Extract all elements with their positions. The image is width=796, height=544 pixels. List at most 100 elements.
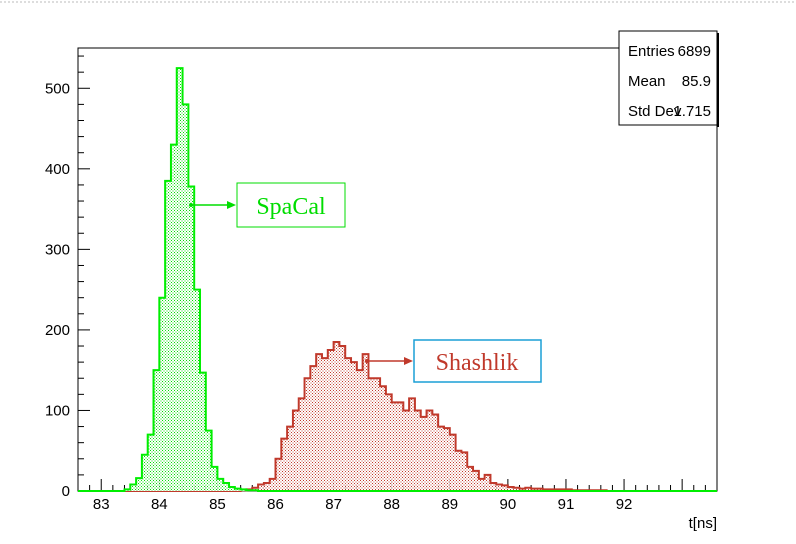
x-tick-label: 88: [383, 496, 400, 513]
shashlik-bin: [420, 416, 427, 491]
shashlik-bin: [531, 488, 537, 491]
spacal-bin: [141, 454, 148, 491]
spacal-bin: [234, 488, 241, 491]
stats-stddev-label: Std Dev: [628, 103, 682, 120]
x-tick-label: 83: [93, 496, 110, 513]
shashlik-bin: [467, 466, 474, 491]
spacal-bin: [159, 297, 166, 491]
shashlik-bin: [292, 410, 299, 491]
stats-entries-label: Entries: [628, 43, 675, 60]
shashlik-bin: [281, 438, 288, 491]
spacal-bin: [223, 482, 230, 491]
y-tick-label: 500: [45, 80, 70, 97]
spacal-bin: [199, 372, 206, 491]
shashlik-bin: [496, 484, 503, 491]
shashlik-bin: [473, 470, 479, 491]
shashlik-bin: [443, 428, 450, 491]
annotation-spacal: SpaCal: [189, 182, 346, 228]
spacal-histogram: [78, 67, 717, 492]
shashlik-outline: [78, 340, 717, 492]
shashlik-bin: [298, 398, 305, 491]
spacal-bin: [229, 486, 235, 491]
histogram-series: [78, 67, 717, 492]
spacal-bin: [188, 186, 195, 491]
shashlik-bin: [426, 410, 433, 491]
x-tick-label: 84: [151, 496, 168, 513]
spacal-bin: [176, 68, 183, 492]
shashlik-bin: [351, 362, 357, 491]
y-tick-label: 400: [45, 161, 70, 178]
spacal-bin: [170, 144, 177, 491]
spacal-bin: [147, 434, 154, 491]
annotation-shashlik: Shashlik: [365, 339, 542, 383]
stats-entries-value: 6899: [678, 43, 711, 60]
spacal-label: SpaCal: [256, 194, 326, 220]
x-tick-label: 87: [325, 496, 342, 513]
spacal-label-box: [236, 182, 346, 228]
spacal-bin: [165, 180, 171, 491]
stats-mean-value: 85.9: [682, 73, 711, 90]
shashlik-arrow-origin: [365, 359, 369, 363]
spacal-bin: [194, 289, 200, 491]
shashlik-bin: [374, 378, 381, 491]
shashlik-bin: [391, 402, 398, 491]
spacal-bin: [217, 478, 224, 491]
stats-box-frame: [618, 30, 718, 126]
shashlik-bin: [356, 370, 363, 491]
shashlik-bin: [304, 378, 311, 491]
spacal-bin: [153, 370, 160, 491]
shashlik-bin: [385, 394, 392, 491]
shashlik-bin: [414, 410, 421, 491]
shashlik-bin: [368, 378, 375, 491]
shashlik-bin: [380, 386, 386, 491]
y-tick-label: 100: [45, 402, 70, 419]
stats-mean-label: Mean: [628, 73, 666, 90]
shashlik-bin: [507, 486, 514, 491]
shashlik-bin: [490, 482, 497, 491]
shashlik-bin: [484, 474, 491, 491]
spacal-bin: [182, 104, 189, 491]
shashlik-bin: [478, 478, 485, 491]
shashlik-bin: [397, 402, 404, 491]
shashlik-bin: [525, 487, 532, 491]
shashlik-bin: [362, 354, 369, 491]
shashlik-bin: [345, 358, 352, 491]
shashlik-label: Shashlik: [436, 350, 519, 376]
shashlik-bin: [449, 434, 456, 491]
y-tick-label: 300: [45, 241, 70, 258]
shashlik-bin: [455, 450, 462, 491]
y-axis-ticks: 0 100 200 300 400 500: [45, 55, 90, 500]
y-tick-label: 0: [62, 483, 70, 500]
shashlik-bin: [403, 410, 410, 491]
shashlik-bin: [333, 341, 340, 491]
spacal-bin: [136, 478, 142, 491]
shashlik-bin: [258, 484, 264, 491]
shashlik-bin: [269, 478, 276, 491]
shashlik-bin: [409, 398, 415, 491]
shashlik-bin: [438, 426, 444, 491]
x-tick-label: 86: [267, 496, 284, 513]
shashlik-bin: [519, 488, 526, 491]
shashlik-histogram: [78, 340, 717, 492]
spacal-outline: [78, 67, 717, 492]
spacal-arrow-origin: [189, 203, 193, 207]
shashlik-bin: [432, 414, 439, 491]
stats-stddev-value: 1.715: [673, 103, 711, 120]
shashlik-bin: [310, 366, 317, 491]
x-tick-label: 91: [558, 496, 575, 513]
spacal-bin: [211, 466, 218, 491]
shashlik-bin: [502, 485, 508, 491]
spacal-bin: [130, 484, 137, 491]
shashlik-bin: [461, 452, 468, 491]
x-tick-label: 90: [500, 496, 517, 513]
shashlik-label-box: [413, 339, 542, 383]
shashlik-bin: [287, 426, 293, 491]
spacal-arrow-head: [227, 201, 236, 209]
shashlik-bin: [339, 346, 346, 491]
x-axis-title: t[ns]: [689, 515, 717, 532]
y-tick-label: 200: [45, 322, 70, 339]
shashlik-bin: [263, 482, 270, 491]
spacal-bin: [205, 430, 212, 491]
